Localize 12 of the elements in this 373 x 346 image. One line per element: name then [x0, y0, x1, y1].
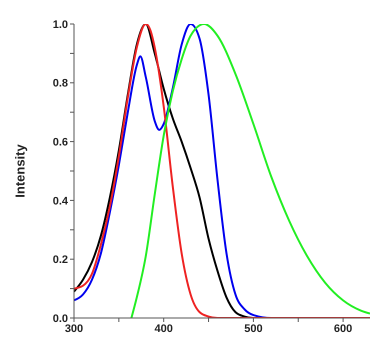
- y-tick-label: 0.0: [52, 312, 68, 325]
- y-tick-label: 0.6: [52, 136, 68, 149]
- x-tick-label: 500: [244, 322, 263, 335]
- x-tick-label: 400: [154, 322, 173, 335]
- line-series: [130, 24, 370, 318]
- y-axis-title: Intensity: [12, 144, 28, 198]
- x-tick-label: 600: [334, 322, 352, 335]
- y-tick-label: 1.0: [52, 18, 68, 31]
- y-tick-label: 0.8: [52, 78, 68, 90]
- x-tick-label: 300: [64, 322, 84, 335]
- y-tick-label: 0.2: [52, 254, 68, 266]
- y-tick-label: 0.4: [52, 195, 69, 208]
